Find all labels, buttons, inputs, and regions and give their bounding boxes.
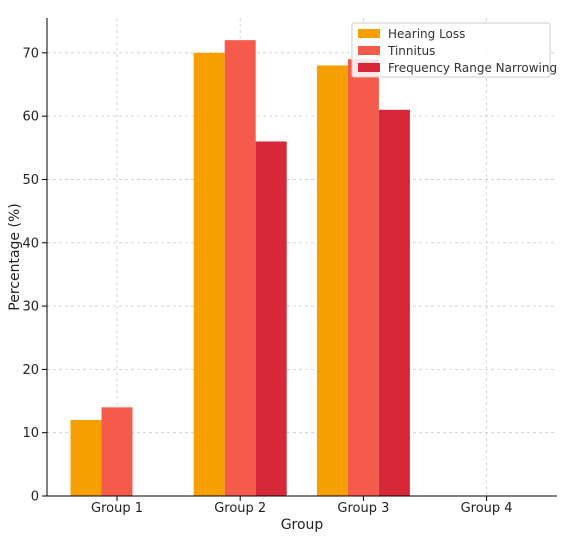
legend-swatch-tinnitus: [358, 46, 380, 55]
x-axis-title: Group: [281, 517, 324, 533]
y-tick-label: 50: [22, 173, 39, 188]
legend-label-hearing-loss: Hearing Loss: [388, 27, 465, 41]
y-tick-label: 10: [22, 426, 39, 441]
x-tick-label: Group 4: [461, 501, 513, 516]
bar-hearing-loss-1: [70, 420, 102, 496]
axes: [46, 18, 557, 497]
y-tick-label: 40: [22, 236, 39, 251]
legend-swatch-hearing-loss: [358, 29, 380, 38]
x-ticks: Group 1 Group 2 Group 3 Group 4: [91, 496, 513, 516]
bars: [70, 40, 410, 497]
y-tick-label: 20: [22, 363, 39, 378]
bar-tinnitus-3: [347, 59, 379, 497]
bar-tinnitus-1: [101, 407, 133, 496]
x-tick-label: Group 1: [91, 501, 143, 516]
bar-hearing-loss-2: [193, 52, 225, 496]
bar-tinnitus-2: [224, 40, 256, 497]
bar-frequency-range-narrowing-2: [255, 141, 287, 496]
x-tick-label: Group 3: [337, 501, 389, 516]
legend-label-frequency-range-narrowing: Frequency Range Narrowing: [388, 61, 557, 75]
legend-swatch-frequency-range-narrowing: [358, 63, 380, 72]
legend-box: [351, 22, 551, 78]
x-tick-label: Group 2: [214, 501, 266, 516]
y-tick-label: 0: [31, 490, 39, 505]
y-tick-label: 70: [22, 46, 39, 61]
y-ticks: 0 10 20 30 40 50 60 70: [22, 46, 47, 505]
y-tick-label: 60: [22, 110, 39, 125]
y-axis-title: Percentage (%): [7, 203, 23, 310]
bar-frequency-range-narrowing-3: [378, 109, 410, 496]
legend: Hearing Loss Tinnitus Frequency Range Narr…: [351, 22, 557, 78]
legend-label-tinnitus: Tinnitus: [387, 44, 435, 58]
bar-hearing-loss-3: [316, 65, 348, 496]
y-tick-label: 30: [22, 300, 39, 315]
